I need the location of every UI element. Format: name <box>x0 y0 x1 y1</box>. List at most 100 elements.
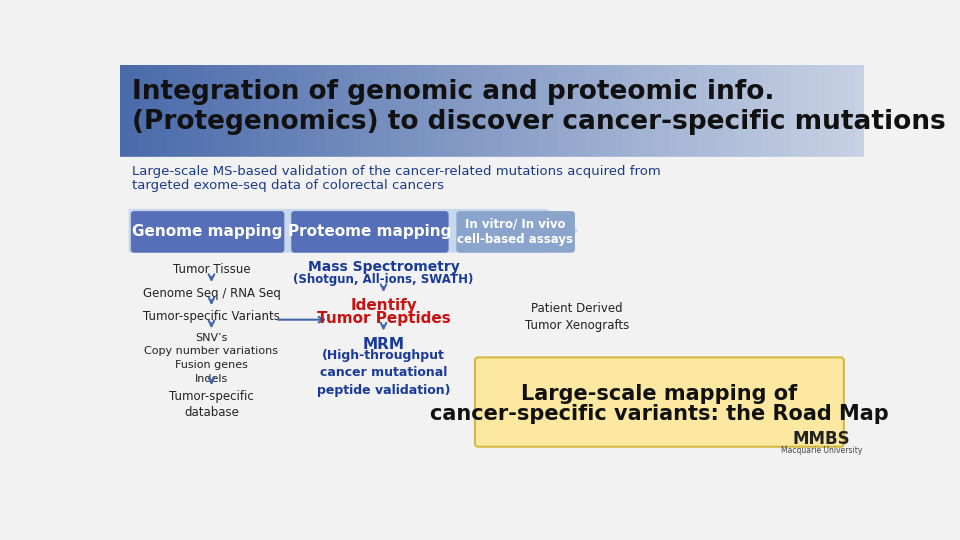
Bar <box>789 65 800 157</box>
Bar <box>120 65 130 157</box>
Bar <box>251 65 260 157</box>
Text: (Protegenomics) to discover cancer-specific mutations: (Protegenomics) to discover cancer-speci… <box>132 110 946 136</box>
Text: Macquarie University: Macquarie University <box>780 446 862 455</box>
Text: SNV’s
Copy number variations
Fusion genes
Indels: SNV’s Copy number variations Fusion gene… <box>144 333 278 383</box>
Text: (High-throughput
cancer mutational
peptide validation): (High-throughput cancer mutational pepti… <box>317 349 450 397</box>
Bar <box>548 65 558 157</box>
Bar <box>390 65 399 157</box>
Bar <box>223 65 232 157</box>
Bar <box>660 65 669 157</box>
Bar <box>808 65 818 157</box>
Bar <box>827 65 837 157</box>
Bar <box>706 65 716 157</box>
Bar <box>213 65 223 157</box>
Bar <box>539 65 548 157</box>
Bar <box>594 65 605 157</box>
Bar <box>492 65 502 157</box>
Bar <box>315 65 325 157</box>
Bar <box>427 65 437 157</box>
Text: In vitro/ In vivo
cell-based assays: In vitro/ In vivo cell-based assays <box>457 218 573 246</box>
Bar <box>641 65 651 157</box>
Bar <box>278 65 288 157</box>
Polygon shape <box>130 210 577 252</box>
Text: MRM: MRM <box>363 336 404 352</box>
Bar <box>362 65 372 157</box>
Bar <box>501 65 512 157</box>
Text: Tumor-specific
database: Tumor-specific database <box>169 390 253 419</box>
Bar <box>130 65 139 157</box>
Bar <box>585 65 595 157</box>
FancyBboxPatch shape <box>456 211 575 253</box>
Bar <box>818 65 828 157</box>
Text: Genome Seq / RNA Seq: Genome Seq / RNA Seq <box>142 287 280 300</box>
Text: Genome mapping: Genome mapping <box>132 225 283 239</box>
Bar <box>780 65 790 157</box>
Bar <box>473 65 484 157</box>
Bar <box>483 65 492 157</box>
Bar <box>372 65 381 157</box>
FancyBboxPatch shape <box>131 211 284 253</box>
Bar <box>761 65 772 157</box>
Bar <box>725 65 734 157</box>
Bar <box>529 65 540 157</box>
Text: Integration of genomic and proteomic info.: Integration of genomic and proteomic inf… <box>132 79 774 105</box>
Bar <box>194 65 204 157</box>
Bar <box>622 65 633 157</box>
Text: Mass Spectrometry: Mass Spectrometry <box>307 260 460 274</box>
Bar <box>697 65 707 157</box>
Bar <box>166 65 177 157</box>
Text: Patient Derived
Tumor Xenografts: Patient Derived Tumor Xenografts <box>525 302 630 332</box>
Bar <box>148 65 158 157</box>
Bar <box>436 65 446 157</box>
Bar <box>324 65 335 157</box>
Bar <box>854 65 865 157</box>
Bar <box>687 65 697 157</box>
Text: cancer-specific variants: the Road Map: cancer-specific variants: the Road Map <box>430 404 889 424</box>
Bar <box>176 65 186 157</box>
Bar <box>836 65 846 157</box>
Bar <box>520 65 530 157</box>
Bar <box>464 65 474 157</box>
Bar <box>846 65 855 157</box>
Bar <box>604 65 613 157</box>
Bar <box>418 65 427 157</box>
Bar <box>259 65 270 157</box>
Bar <box>287 65 298 157</box>
Text: targeted exome-seq data of colorectal cancers: targeted exome-seq data of colorectal ca… <box>132 179 444 192</box>
Bar <box>138 65 149 157</box>
Bar <box>678 65 688 157</box>
Bar <box>204 65 214 157</box>
Bar <box>269 65 278 157</box>
Text: Tumor-specific Variants: Tumor-specific Variants <box>143 309 280 323</box>
Bar <box>455 65 465 157</box>
Bar <box>306 65 316 157</box>
Bar <box>445 65 456 157</box>
Text: Proteome mapping: Proteome mapping <box>288 225 451 239</box>
Bar <box>380 65 391 157</box>
Bar <box>576 65 586 157</box>
Bar <box>715 65 725 157</box>
Bar <box>408 65 419 157</box>
Bar <box>352 65 363 157</box>
Bar <box>799 65 809 157</box>
Text: Identify: Identify <box>350 298 417 313</box>
Bar <box>120 157 864 481</box>
Text: Tumor Tissue: Tumor Tissue <box>173 264 251 276</box>
Bar <box>241 65 251 157</box>
Bar <box>185 65 195 157</box>
Bar <box>650 65 660 157</box>
Bar <box>399 65 409 157</box>
Text: Large-scale mapping of: Large-scale mapping of <box>521 384 798 404</box>
Text: (Shotgun, All-ions, SWATH): (Shotgun, All-ions, SWATH) <box>294 273 473 286</box>
Text: MMBS: MMBS <box>793 430 851 448</box>
Bar <box>231 65 242 157</box>
Bar <box>632 65 641 157</box>
FancyBboxPatch shape <box>291 211 448 253</box>
Bar <box>733 65 744 157</box>
Bar <box>157 65 167 157</box>
Text: Tumor Peptides: Tumor Peptides <box>317 311 450 326</box>
Bar <box>344 65 353 157</box>
Bar <box>743 65 754 157</box>
Bar <box>669 65 679 157</box>
FancyBboxPatch shape <box>475 357 844 447</box>
